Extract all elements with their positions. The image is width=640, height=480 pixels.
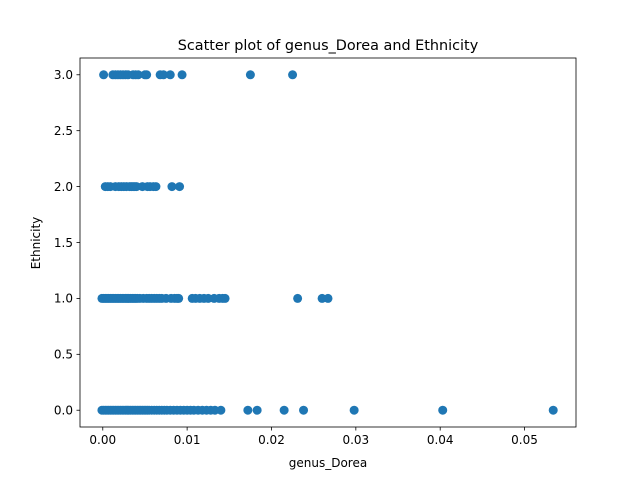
- scatter-point: [323, 293, 333, 303]
- points-layer: [97, 70, 558, 415]
- scatter-point: [151, 182, 161, 192]
- x-tick-label: 0.04: [427, 433, 454, 447]
- scatter-point: [133, 70, 143, 80]
- scatter-point: [438, 405, 448, 415]
- scatter-point: [175, 182, 185, 192]
- y-tick-label: 0.5: [54, 348, 73, 362]
- scatter-point: [220, 293, 230, 303]
- y-axis-ticks: 0.0 0.5 1.0 1.5 2.0 2.5 3.0: [54, 68, 80, 418]
- x-tick-label: 0.05: [511, 433, 538, 447]
- scatter-point: [245, 70, 255, 80]
- scatter-point: [288, 70, 298, 80]
- x-tick-label: 0.02: [258, 433, 285, 447]
- scatter-point: [177, 70, 187, 80]
- scatter-point: [293, 293, 303, 303]
- y-tick-label: 3.0: [54, 68, 73, 82]
- scatter-point: [159, 70, 169, 80]
- scatter-point: [174, 293, 184, 303]
- scatter-point: [299, 405, 309, 415]
- scatter-point: [349, 405, 359, 415]
- y-tick-label: 1.5: [54, 236, 73, 250]
- y-tick-label: 2.5: [54, 124, 73, 138]
- y-tick-label: 1.0: [54, 292, 73, 306]
- x-tick-label: 0.03: [342, 433, 369, 447]
- scatter-point: [167, 182, 177, 192]
- y-tick-label: 2.0: [54, 180, 73, 194]
- y-tick-label: 0.0: [54, 404, 73, 418]
- scatter-point: [216, 405, 226, 415]
- x-tick-label: 0.00: [89, 433, 116, 447]
- x-axis-ticks: 0.00 0.01 0.02 0.03 0.04 0.05: [89, 427, 538, 447]
- x-tick-label: 0.01: [174, 433, 201, 447]
- scatter-point: [99, 70, 109, 80]
- scatter-point: [279, 405, 289, 415]
- scatter-point: [548, 405, 558, 415]
- y-axis-label: Ethnicity: [29, 217, 43, 270]
- x-axis-label: genus_Dorea: [289, 456, 367, 470]
- scatter-point: [252, 405, 262, 415]
- scatter-point: [142, 70, 152, 80]
- chart-title: Scatter plot of genus_Dorea and Ethnicit…: [178, 38, 479, 54]
- scatter-point: [165, 70, 175, 80]
- scatter-point: [243, 405, 253, 415]
- plot-frame: [79, 57, 577, 428]
